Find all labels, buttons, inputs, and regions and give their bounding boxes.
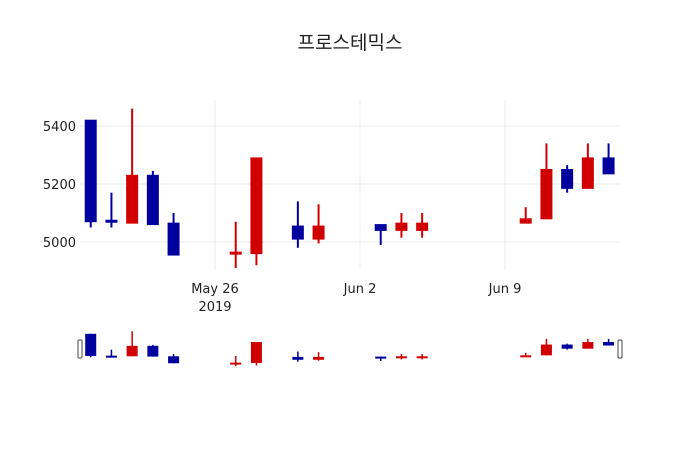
candle[interactable]: [519, 207, 532, 224]
candle[interactable]: [167, 213, 180, 256]
chart-title: 프로스테믹스: [297, 32, 403, 54]
candle[interactable]: [602, 143, 615, 175]
range-slider-right-handle[interactable]: [617, 339, 623, 359]
candle[interactable]: [561, 165, 574, 193]
candle[interactable]: [250, 157, 263, 266]
candle[interactable]: [105, 192, 118, 228]
candle[interactable]: [416, 213, 429, 238]
candle[interactable]: [229, 221, 242, 269]
candle[interactable]: [291, 201, 304, 248]
x-tick-label: May 26: [191, 282, 239, 297]
x-tick-year-label: 2019: [198, 300, 231, 315]
y-tick-label: 5200: [43, 178, 76, 193]
y-tick-label: 5000: [43, 236, 76, 251]
candle[interactable]: [84, 119, 97, 228]
candle[interactable]: [374, 224, 387, 245]
candle[interactable]: [146, 170, 159, 226]
range-slider[interactable]: [77, 331, 623, 367]
candle[interactable]: [581, 143, 594, 189]
candle[interactable]: [312, 204, 325, 244]
y-tick-label: 5400: [43, 120, 76, 135]
range-slider-left-handle[interactable]: [77, 339, 83, 359]
x-tick-label: Jun 2: [343, 282, 377, 297]
candle[interactable]: [126, 108, 139, 224]
x-tick-label: Jun 9: [488, 282, 522, 297]
candles: [84, 108, 615, 269]
candle[interactable]: [540, 143, 553, 220]
candle[interactable]: [395, 213, 408, 238]
grid: 5000 5200 5400 May 26 2019 Jun 2 Jun 9: [43, 100, 620, 315]
